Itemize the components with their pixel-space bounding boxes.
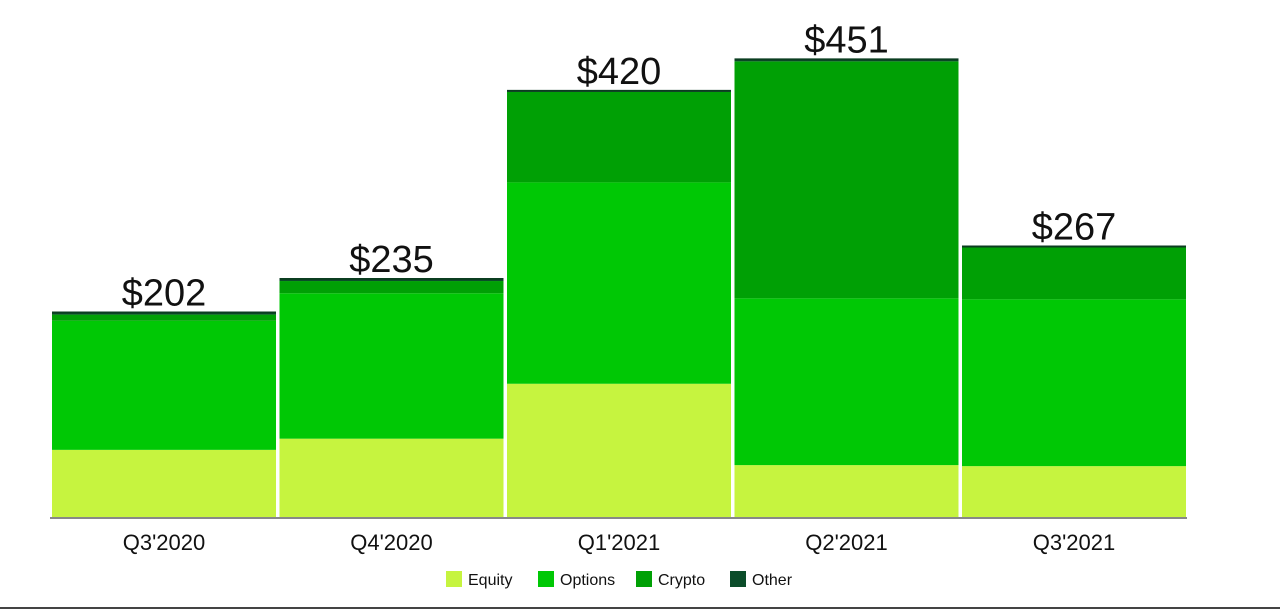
bars-group (52, 58, 1186, 518)
bar-segment-other-4 (734, 59, 959, 62)
legend-swatch-crypto (636, 571, 652, 587)
bar-segment-crypto-4 (734, 61, 959, 299)
bar-segment-crypto-2 (279, 281, 504, 294)
legend-swatch-equity (446, 571, 462, 587)
legend-label-other: Other (752, 572, 793, 589)
bar-segment-options-3 (507, 182, 731, 384)
total-label: $202 (122, 273, 207, 315)
total-label: $451 (804, 19, 889, 61)
bar-segment-options-5 (962, 299, 1186, 467)
bar-segment-crypto-3 (507, 91, 731, 183)
bar-segment-equity-4 (734, 465, 959, 518)
bar-segment-crypto-1 (52, 314, 276, 321)
bar-segment-equity-1 (52, 449, 276, 518)
bar-segment-options-1 (52, 320, 276, 450)
bar-segment-equity-5 (962, 466, 1186, 518)
legend-label-crypto: Crypto (658, 572, 705, 589)
legend-label-equity: Equity (468, 572, 512, 589)
x-tick-label: Q3'2020 (123, 530, 206, 555)
legend: Equity Options Crypto Other (446, 571, 793, 589)
x-tick-label: Q3'2021 (1033, 530, 1116, 555)
legend-swatch-other (730, 571, 746, 587)
total-label: $267 (1032, 206, 1117, 248)
legend-swatch-options (538, 571, 554, 587)
bar-segment-crypto-5 (962, 247, 1186, 300)
x-tick-label: Q1'2021 (578, 530, 661, 555)
bar-segment-equity-2 (279, 438, 504, 518)
total-label: $420 (577, 51, 662, 93)
total-label: $235 (349, 239, 434, 281)
bottom-rule (0, 607, 1280, 609)
bar-segment-other-2 (279, 279, 504, 282)
total-labels-group: $202 $235 $420 $451 $267 (122, 19, 1117, 314)
x-tick-label: Q2'2021 (805, 530, 888, 555)
bar-segment-options-4 (734, 298, 959, 466)
x-tick-label: Q4'2020 (350, 530, 433, 555)
bar-segment-other-1 (52, 312, 276, 315)
bar-segment-options-2 (279, 293, 504, 439)
bar-segment-equity-3 (507, 383, 731, 518)
legend-label-options: Options (560, 572, 615, 589)
category-labels-group: Q3'2020 Q4'2020 Q1'2021 Q2'2021 Q3'2021 (123, 530, 1116, 555)
